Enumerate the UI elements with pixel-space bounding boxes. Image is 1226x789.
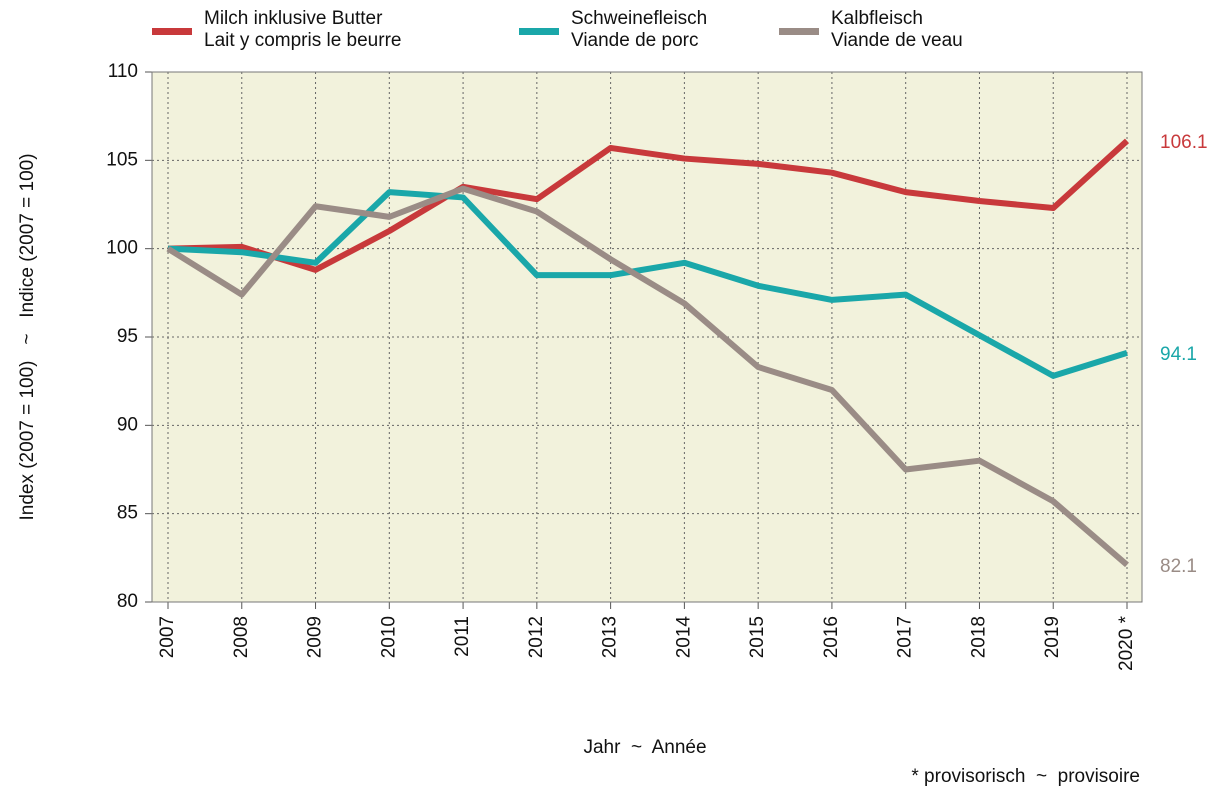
y-tick-label: 100	[106, 238, 138, 259]
x-tick-label: 2017	[895, 616, 916, 658]
series-line	[167, 138, 1130, 273]
y-tick-label: 80	[117, 591, 138, 612]
legend-swatch	[152, 28, 192, 35]
x-tick-label: 2008	[231, 616, 252, 658]
x-tick-label: 2013	[600, 616, 621, 658]
plot-frame	[151, 71, 1143, 603]
y-tick-label: 90	[117, 414, 138, 435]
legend-swatch	[519, 28, 559, 35]
x-tick-label: 2019	[1042, 616, 1063, 658]
legend-label: Schweinefleisch Viande de porc	[571, 8, 708, 51]
x-tick-label: 2015	[747, 616, 768, 658]
y-axis-label: Index (2007 = 100) ~ Indice (2007 = 100)	[17, 153, 38, 520]
legend-label: Milch inklusive Butter Lait y compris le…	[204, 8, 402, 51]
x-axis-label: Jahr ~ Année	[583, 737, 706, 758]
series-line	[166, 185, 1129, 568]
series-line	[167, 189, 1128, 379]
x-tick-label: 2009	[305, 616, 326, 658]
x-tick-label: 2014	[673, 616, 694, 659]
y-tick-label: 85	[117, 503, 138, 524]
end-value-label: 82.1	[1160, 556, 1197, 577]
legend-label: Kalbfleisch Viande de veau	[831, 8, 963, 51]
end-value-label: 106.1	[1160, 132, 1208, 153]
legend-swatch	[779, 28, 819, 35]
y-tick-label: 95	[117, 326, 138, 347]
y-tick-label: 105	[106, 149, 138, 170]
end-value-label: 94.1	[1160, 344, 1197, 365]
x-tick-label: 2016	[821, 616, 842, 658]
x-tick-label: 2012	[526, 616, 547, 658]
footnote: * provisorisch ~ provisoire	[911, 766, 1140, 787]
y-tick-label: 110	[108, 61, 138, 82]
x-tick-label: 2020 *	[1116, 615, 1137, 671]
x-tick-label: 2007	[157, 616, 178, 658]
x-tick-label: 2011	[452, 616, 473, 657]
x-tick-label: 2018	[968, 616, 989, 658]
x-tick-label: 2010	[378, 616, 399, 658]
